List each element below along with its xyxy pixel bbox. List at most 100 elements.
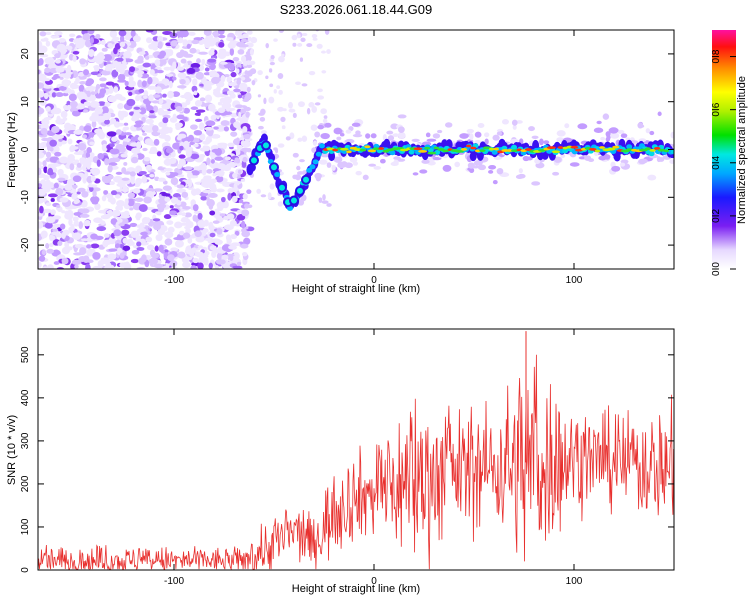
noise-blob (90, 243, 100, 249)
noise-blob (204, 67, 210, 72)
noise-blob (279, 17, 282, 21)
noise-blob (69, 145, 75, 153)
noise-blob (206, 169, 213, 174)
noise-blob (208, 103, 216, 112)
noise-blob (172, 76, 177, 81)
noise-blob (51, 231, 60, 236)
noise-blob (199, 147, 208, 152)
noise-blob (189, 250, 195, 257)
noise-blob (38, 160, 42, 168)
noise-blob (190, 124, 198, 130)
noise-blob (229, 255, 234, 262)
noise-blob (126, 98, 136, 107)
noise-blob (121, 229, 130, 236)
noise-blob (189, 47, 197, 54)
noise-blob (84, 39, 92, 48)
ridge-halo (509, 138, 519, 143)
noise-blob (187, 237, 193, 244)
noise-blob (269, 183, 275, 190)
noise-blob (72, 216, 79, 222)
noise-blob (133, 123, 142, 128)
noise-blob (111, 136, 118, 142)
noise-blob (198, 51, 208, 55)
noise-blob (154, 245, 159, 252)
noise-blob (187, 180, 193, 188)
noise-blob (163, 214, 172, 220)
noise-blob (217, 107, 226, 114)
ridge-halo (512, 124, 517, 130)
noise-blob (184, 212, 192, 218)
noise-blob (119, 262, 127, 268)
noise-blob (85, 263, 91, 269)
noise-blob (106, 131, 117, 137)
noise-blob (44, 67, 51, 73)
noise-blob (297, 137, 303, 142)
noise-blob (169, 157, 177, 164)
noise-blob (190, 265, 197, 269)
noise-blob (157, 205, 165, 213)
noise-blob (242, 98, 250, 102)
noise-blob (79, 208, 90, 214)
snr-y-tick-label: 100 (20, 518, 31, 535)
noise-blob (174, 221, 183, 229)
noise-blob (265, 75, 269, 80)
spectrogram-y-tick-label: 20 (20, 48, 31, 60)
ridge-peak (524, 148, 532, 151)
noise-blob (129, 222, 138, 228)
noise-blob (163, 66, 171, 71)
noise-blob (177, 72, 187, 79)
noise-blob (167, 226, 175, 233)
noise-blob (176, 66, 185, 71)
noise-blob (205, 120, 216, 127)
noise-blob (186, 43, 191, 49)
ridge-core (319, 143, 325, 149)
noise-blob (278, 55, 285, 63)
noise-blob (314, 131, 321, 138)
colorbar-gradient (712, 30, 736, 269)
ridge-halo (515, 120, 523, 124)
noise-blob (130, 30, 136, 38)
noise-blob (61, 257, 69, 265)
noise-blob (131, 116, 140, 122)
ridge-halo (477, 123, 485, 128)
noise-blob (65, 71, 73, 75)
noise-blob (96, 159, 101, 167)
noise-blob (317, 88, 323, 93)
noise-blob (70, 223, 75, 232)
noise-blob (50, 35, 60, 39)
ridge-halo (370, 133, 377, 139)
ridge-halo (501, 119, 509, 125)
ridge-halo (339, 133, 345, 137)
noise-blob (206, 199, 215, 207)
ridge-blob (249, 155, 259, 166)
noise-blob (101, 47, 108, 52)
noise-blob (122, 140, 128, 148)
noise-blob (110, 190, 118, 196)
noise-blob (195, 235, 205, 243)
noise-blob (148, 94, 154, 102)
noise-blob (127, 80, 137, 88)
ridge-blob (289, 195, 299, 206)
noise-blob (301, 32, 308, 37)
noise-blob (71, 193, 78, 200)
noise-blob (87, 184, 98, 188)
noise-blob (73, 220, 79, 227)
noise-blob (251, 80, 256, 86)
noise-blob (193, 90, 198, 96)
noise-blob (210, 134, 221, 139)
noise-blob (69, 163, 75, 171)
snr-x-tick-label: 0 (371, 576, 377, 587)
noise-blob (202, 189, 213, 194)
noise-blob (232, 172, 238, 179)
noise-blob (308, 14, 313, 21)
noise-blob (122, 126, 127, 133)
noise-blob (39, 31, 47, 37)
noise-blob (316, 43, 323, 49)
noise-blob (190, 188, 198, 196)
noise-blob (152, 218, 161, 222)
noise-blob (242, 193, 248, 200)
noise-blob (43, 37, 49, 42)
noise-blob (99, 88, 107, 95)
noise-blob (58, 138, 63, 142)
noise-blob (189, 141, 196, 146)
